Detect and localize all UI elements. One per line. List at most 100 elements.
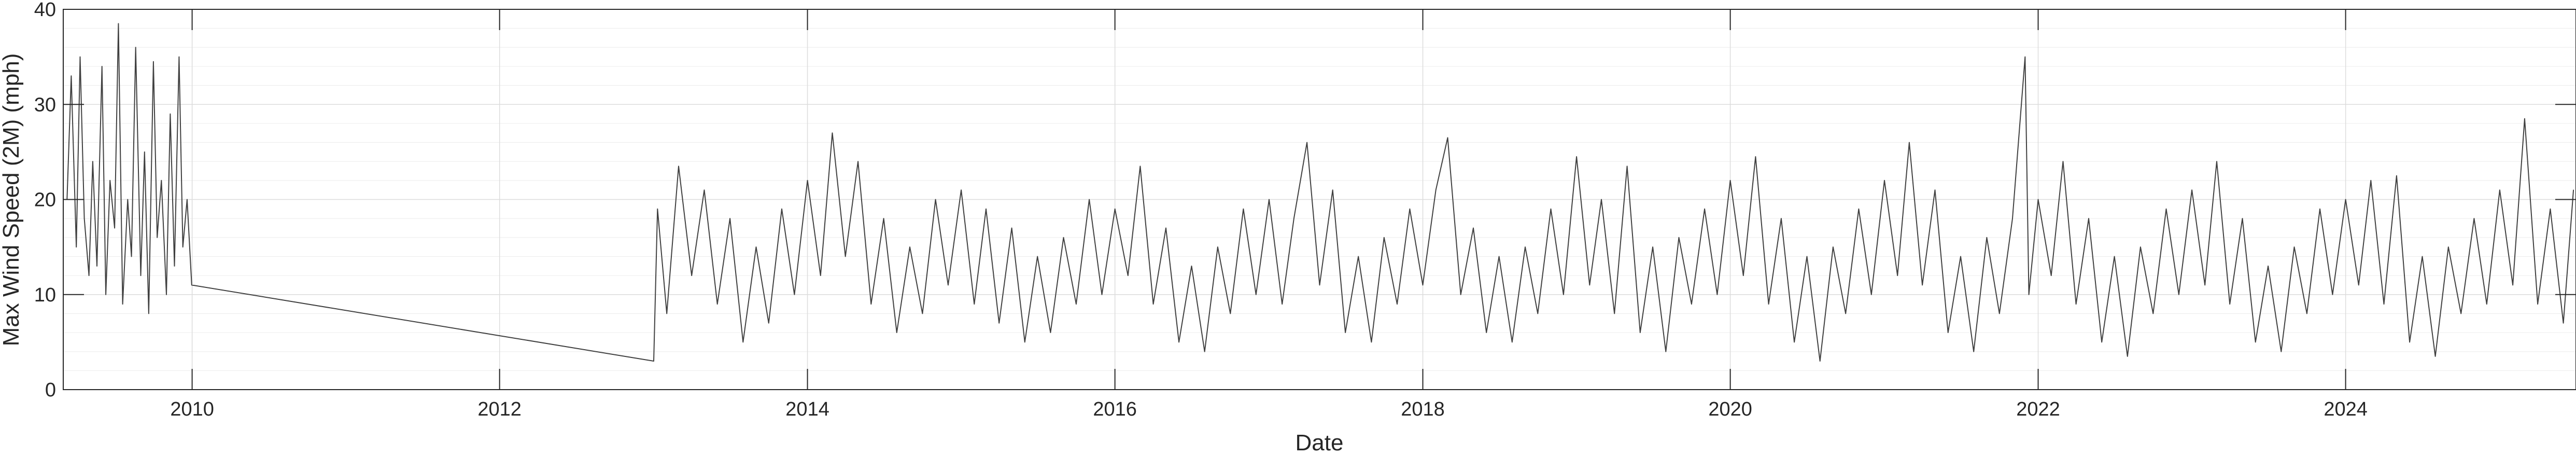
data-point	[1306, 142, 1307, 143]
data-point	[2216, 161, 2217, 162]
data-point	[101, 66, 103, 67]
data-point	[187, 199, 188, 200]
data-point	[657, 209, 658, 210]
data-point	[729, 218, 730, 219]
data-point	[2358, 284, 2359, 286]
data-point	[909, 246, 910, 247]
data-point	[2191, 189, 2192, 191]
data-point	[807, 180, 808, 181]
data-point	[2152, 313, 2154, 314]
data-point	[1076, 304, 1077, 305]
data-point	[2550, 209, 2551, 210]
data-point	[1781, 218, 1782, 219]
data-point	[1768, 304, 1769, 305]
grid-layer	[63, 9, 2576, 390]
data-point	[144, 151, 145, 153]
y-tick-label: 30	[34, 94, 56, 116]
data-point	[71, 75, 72, 77]
data-point	[2062, 161, 2064, 162]
data-point	[2422, 256, 2423, 257]
data-point	[1011, 227, 1012, 229]
data-point	[1755, 156, 1756, 157]
data-point	[1050, 332, 1051, 333]
data-point	[1269, 199, 1270, 200]
x-tick-label: 2022	[2016, 398, 2060, 420]
data-point	[2050, 275, 2052, 276]
data-point	[2242, 218, 2243, 219]
data-point	[1114, 209, 1116, 210]
data-point	[1204, 351, 1205, 352]
data-point	[1512, 341, 1513, 343]
data-point	[1601, 199, 1602, 200]
data-point	[857, 161, 858, 162]
series-layer	[66, 23, 2574, 362]
data-point	[2140, 246, 2141, 247]
data-point	[922, 313, 923, 314]
data-point	[1691, 304, 1692, 305]
data-point	[131, 256, 132, 257]
data-point	[1626, 166, 1628, 167]
data-point	[1589, 284, 1590, 286]
data-point	[961, 189, 962, 191]
data-point	[2127, 356, 2128, 357]
data-point	[1037, 256, 1038, 257]
data-point	[844, 256, 846, 257]
data-point	[2204, 284, 2206, 286]
data-point	[118, 23, 119, 24]
data-point	[2499, 189, 2500, 191]
data-point	[1614, 313, 1615, 314]
data-point	[755, 246, 757, 247]
data-point	[1384, 237, 1385, 238]
ticks-layer: 0 10 20 30 40 2010 2012 2014 2016 2018 2020 2022 202…	[34, 0, 2576, 420]
data-point	[2383, 304, 2385, 305]
data-point	[2332, 294, 2333, 295]
data-point	[1371, 341, 1372, 343]
data-point	[127, 199, 129, 200]
data-point	[1358, 256, 1359, 257]
data-point	[1486, 332, 1487, 333]
data-point	[2028, 294, 2030, 295]
data-point	[2088, 218, 2089, 219]
x-tick-label: 2012	[477, 398, 522, 420]
data-point	[1960, 256, 1961, 257]
data-point	[2293, 246, 2295, 247]
data-point	[157, 237, 158, 238]
data-point	[1063, 237, 1064, 238]
data-point	[1897, 275, 1898, 276]
data-point	[174, 266, 175, 267]
x-tick-label: 2024	[2324, 398, 2368, 420]
data-point	[1409, 209, 1411, 210]
data-point	[1525, 246, 1526, 247]
y-tick-label: 40	[34, 0, 56, 21]
data-point	[2486, 304, 2487, 305]
data-point	[1909, 142, 1910, 143]
data-point	[1576, 156, 1577, 157]
data-point	[768, 322, 769, 324]
data-point	[1282, 304, 1283, 305]
data-point	[1716, 294, 1718, 295]
data-point	[114, 227, 115, 229]
data-point	[2370, 180, 2372, 181]
data-point	[974, 304, 975, 305]
data-point	[1460, 294, 1461, 295]
data-point	[1665, 351, 1667, 352]
data-point	[870, 304, 872, 305]
data-point	[1332, 189, 1333, 191]
data-point	[182, 246, 184, 247]
data-point	[1178, 341, 1179, 343]
data-point	[1858, 209, 1860, 210]
data-point	[2281, 351, 2282, 352]
data-point	[1256, 294, 1257, 295]
data-point	[1934, 189, 1936, 191]
data-point	[153, 61, 154, 62]
data-point	[148, 313, 149, 314]
series-line	[66, 23, 2574, 362]
data-point	[109, 180, 110, 181]
data-point	[2396, 175, 2397, 176]
data-point	[998, 322, 1000, 324]
data-point	[1871, 294, 1872, 295]
data-point	[1845, 313, 1846, 314]
data-point	[1139, 166, 1141, 167]
data-point	[653, 361, 654, 362]
